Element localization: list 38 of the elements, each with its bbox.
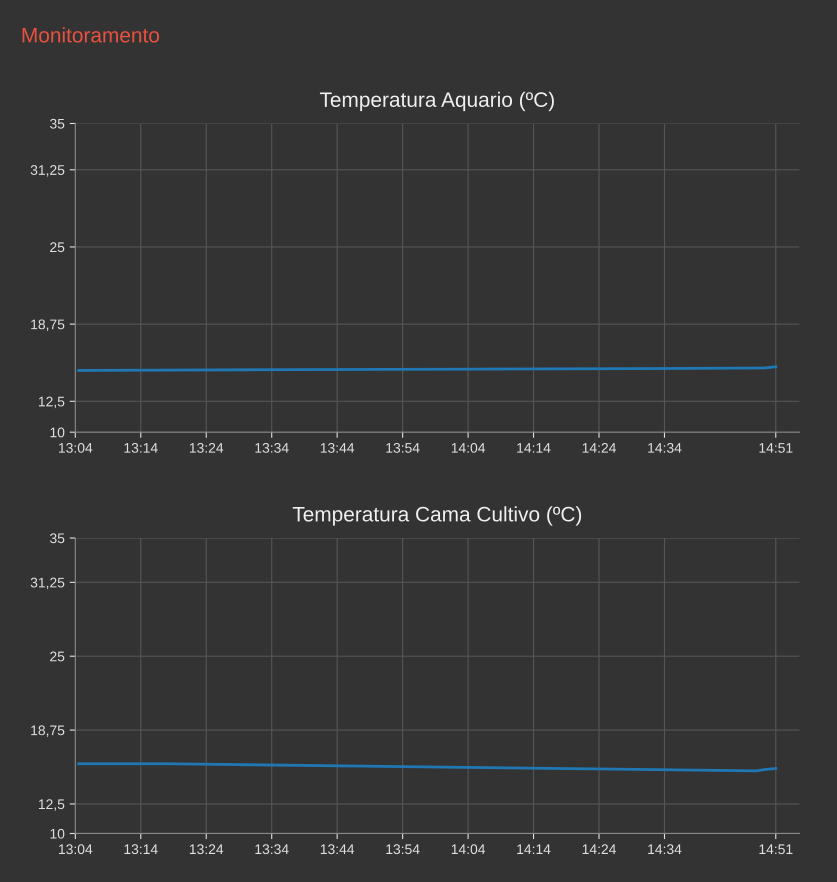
x-tick-label: 13:54	[386, 442, 420, 453]
x-tick-label: 13:14	[124, 442, 158, 453]
y-tick-label: 35	[50, 533, 64, 544]
x-tick-label: 13:54	[386, 844, 420, 854]
x-tick-label: 13:34	[255, 844, 289, 854]
chart-title: Temperatura Cama Cultivo (ºC)	[292, 506, 582, 526]
y-tick-label: 18,75	[31, 725, 64, 737]
y-tick-label: 31,25	[30, 165, 64, 177]
x-tick-label: 13:24	[190, 844, 224, 854]
x-tick-label: 14:34	[648, 844, 682, 854]
x-tick-label: 13:04	[59, 844, 92, 854]
line-series	[77, 762, 778, 772]
x-tick-label: 14:04	[452, 442, 486, 453]
y-tick-label: 31,25	[30, 578, 64, 590]
y-tick-label: 10	[50, 428, 64, 438]
text: Monitoramento	[22, 27, 160, 43]
chart-title: Temperatura Aquario (ºC)	[320, 92, 554, 112]
x-tick-label: 13:44	[320, 442, 354, 453]
y-tick-label: 18,75	[31, 319, 64, 331]
x-tick-label: 14:51	[759, 844, 792, 854]
x-tick-label: 14:14	[517, 844, 551, 854]
y-tick-label: 25	[50, 652, 64, 662]
y-tick-label: 10	[50, 828, 64, 839]
x-tick-label: 13:24	[190, 442, 224, 453]
x-tick-label: 14:04	[452, 844, 486, 854]
y-tick-label: 12,5	[38, 799, 64, 811]
x-tick-label: 14:14	[517, 443, 551, 453]
y-tick-label: 35	[50, 118, 64, 129]
x-tick-label: 13:44	[320, 844, 354, 854]
y-tick-label: 12,5	[38, 396, 64, 408]
x-tick-label: 14:34	[648, 442, 682, 453]
x-tick-label: 13:04	[59, 442, 92, 453]
x-tick-label: 13:34	[255, 442, 289, 453]
x-tick-label: 14:24	[582, 442, 616, 453]
y-tick-label: 25	[50, 242, 64, 252]
x-tick-label: 14:51	[759, 443, 792, 453]
x-tick-label: 14:24	[582, 844, 616, 854]
x-tick-label: 13:14	[124, 844, 158, 854]
